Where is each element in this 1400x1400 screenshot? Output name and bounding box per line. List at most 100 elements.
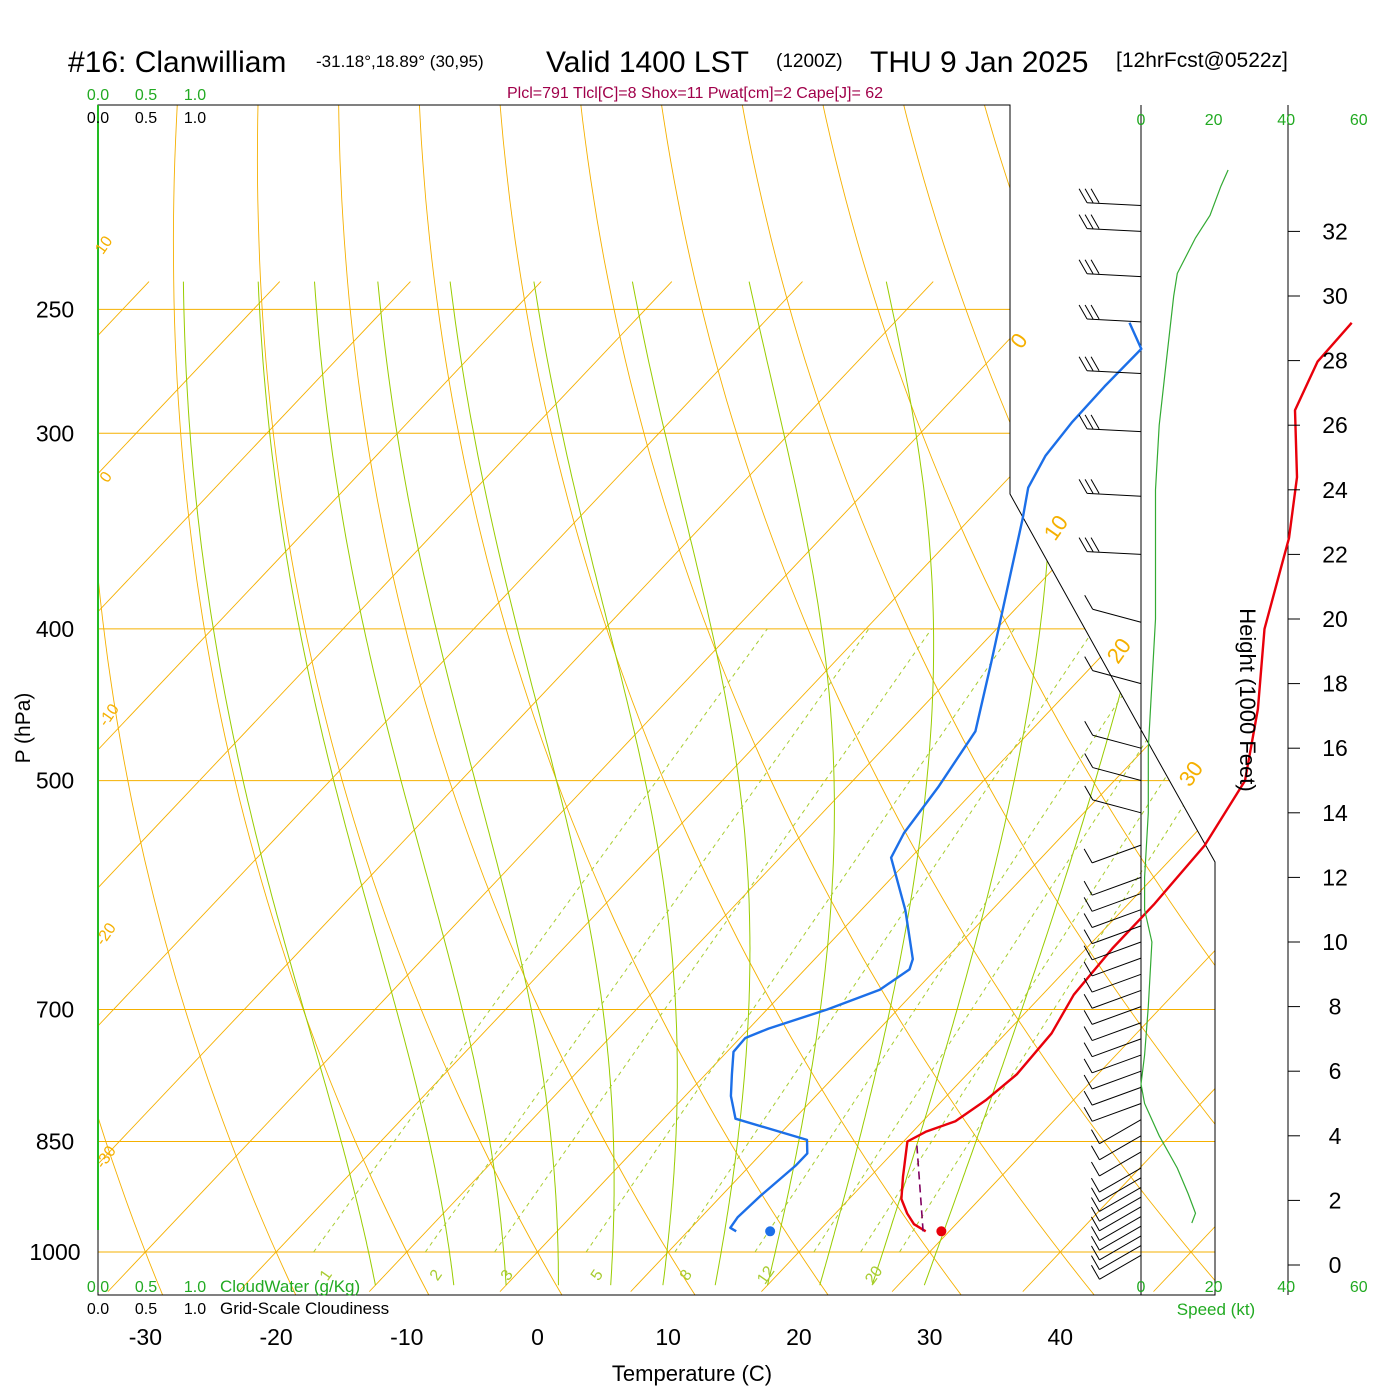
- temperature-tick-label: -30: [129, 1324, 162, 1350]
- pressure-tick-label: 300: [36, 420, 74, 446]
- height-tick-label: 30: [1322, 283, 1348, 309]
- wind-barb: [1084, 595, 1142, 623]
- isotherm-line: [98, 281, 673, 1292]
- dry-adiabat-line: [172, 105, 432, 1295]
- mixing-ratio-label: 3: [498, 1267, 517, 1284]
- wind-barb: [1078, 356, 1142, 375]
- cloud-water-tick-top: 0.5: [135, 87, 157, 104]
- isotherm-label: 0: [1005, 329, 1033, 353]
- cloud-water-tick-bottom: 0.0: [87, 1279, 109, 1296]
- wind-barb: [1090, 1167, 1142, 1193]
- isotherm-line: [98, 281, 803, 1292]
- isotherm-labels: 10 0 -10 -20 -30 0 10 20 30: [92, 233, 1208, 1172]
- cloud-axis-ticks: 0.0 0.0 0.0 0.0 0.5 0.5 0.5 0.5 1.0 1.0 1.0 1.0: [87, 87, 206, 1318]
- cloud-water-title: CloudWater (g/Kg): [220, 1277, 360, 1296]
- isotherm-line: [98, 281, 934, 1292]
- dry-adiabat-line: [579, 105, 1099, 1295]
- height-tick-label: 14: [1322, 800, 1348, 826]
- cloudiness-title: Grid-Scale Cloudiness: [220, 1299, 389, 1318]
- isotherm-line: [98, 281, 411, 1292]
- cloud-water-tick-bottom: 1.0: [184, 1279, 206, 1296]
- moist-adiabat-line: [871, 281, 1052, 1286]
- surface-temperature-marker: [936, 1226, 947, 1237]
- mixing-ratio-line: [585, 628, 1015, 1253]
- wind-barb: [1083, 909, 1142, 928]
- moist-adiabat-line: [257, 281, 455, 1286]
- wind-barb: [1084, 785, 1142, 814]
- isotherm-label: 20: [1102, 634, 1137, 668]
- wind-barb: [1090, 1135, 1142, 1161]
- wind-barb: [1083, 1006, 1142, 1025]
- isotherm-label: -10: [96, 701, 123, 730]
- wind-barb: [1090, 1206, 1142, 1232]
- mixing-ratio-line: [860, 628, 1215, 1253]
- pressure-axis-ticks: 250 300 400 500 700 850 1000: [29, 296, 80, 1265]
- cloudiness-tick-top: 0.0: [87, 110, 109, 127]
- speed-tick-label-bottom: 0: [1137, 1279, 1146, 1296]
- plot-frame: [97, 104, 1216, 1296]
- speed-tick-label-top: 60: [1350, 112, 1368, 129]
- speed-tick-label-bottom: 20: [1205, 1279, 1223, 1296]
- isobars: [98, 308, 1215, 1253]
- dry-adiabat-line: [982, 105, 1215, 1295]
- height-tick-label: 24: [1322, 477, 1348, 503]
- height-tick-label: 10: [1322, 929, 1348, 955]
- grid-layer: [98, 100, 1400, 1300]
- wind-barb: [1090, 1216, 1142, 1241]
- wind-barb: [1090, 1119, 1142, 1145]
- isotherm-label: 10: [1039, 511, 1074, 545]
- wind-barb: [1083, 957, 1142, 977]
- moist-adiabat-line: [748, 281, 835, 1286]
- dry-adiabat-line: [1305, 100, 1400, 1300]
- wind-barb: [1090, 1225, 1142, 1251]
- station-coords: -31.18°,18.89° (30,95): [316, 52, 484, 71]
- temperature-tick-label: 0: [531, 1324, 544, 1350]
- wind-barb: [1083, 1022, 1142, 1042]
- cloud-water-tick-top: 0.0: [87, 87, 109, 104]
- wind-barb: [1083, 973, 1142, 993]
- isotherm-label: 30: [1174, 757, 1209, 791]
- pressure-tick-label: 850: [36, 1128, 74, 1154]
- dry-adiabat-line: [1143, 105, 1215, 1295]
- wind-barb: [1090, 1245, 1142, 1271]
- height-tick-label: 0: [1329, 1252, 1342, 1278]
- isotherm-label: -30: [93, 1143, 120, 1172]
- isotherm-line: [891, 281, 1215, 1292]
- temperature-line: [900, 322, 1353, 1233]
- mixing-ratio-label: 5: [588, 1267, 607, 1284]
- moist-adiabat-line: [377, 281, 559, 1286]
- height-tick-label: 26: [1322, 412, 1348, 438]
- moist-adiabat-line: [314, 281, 507, 1286]
- speed-tick-label-top: 40: [1277, 112, 1295, 129]
- height-tick-label: 2: [1329, 1187, 1342, 1213]
- height-tick-label: 4: [1329, 1123, 1342, 1149]
- stability-indices: Plcl=791 Tlcl[C]=8 Shox=11 Pwat[cm]=2 Ca…: [507, 85, 883, 102]
- dry-adiabat-line: [660, 105, 1215, 1295]
- wind-barb: [1083, 1103, 1142, 1122]
- temperature-tick-label: -20: [259, 1324, 292, 1350]
- mixing-ratio-label: 12: [754, 1263, 778, 1287]
- wind-barb: [1084, 753, 1142, 781]
- moist-adiabat-line: [533, 281, 678, 1286]
- wind-barb: [1078, 414, 1142, 433]
- valid-time: Valid 1400 LST: [546, 46, 749, 79]
- wind-barb: [1078, 214, 1142, 232]
- isotherm-line: [761, 281, 1215, 1292]
- isotherm-label: 0: [97, 469, 116, 486]
- dry-adiabat-line: [499, 105, 966, 1295]
- mixing-ratio-line: [813, 628, 1215, 1253]
- dewpoint-line: [729, 322, 1143, 1233]
- height-tick-label: 28: [1322, 348, 1348, 374]
- isotherm-label: -20: [93, 920, 120, 949]
- height-tick-label: 32: [1322, 218, 1348, 244]
- speed-tick-label-bottom: 40: [1277, 1279, 1295, 1296]
- wind-barb: [1083, 844, 1142, 864]
- wind-barb: [1078, 304, 1142, 323]
- wind-barb: [1083, 941, 1142, 961]
- temperature-tick-label: 10: [655, 1324, 681, 1350]
- isotherm-line: [107, 281, 1065, 1292]
- valid-date: THU 9 Jan 2025: [870, 46, 1088, 79]
- mixing-ratio-line: [899, 628, 1215, 1253]
- height-tick-label: 16: [1322, 735, 1348, 761]
